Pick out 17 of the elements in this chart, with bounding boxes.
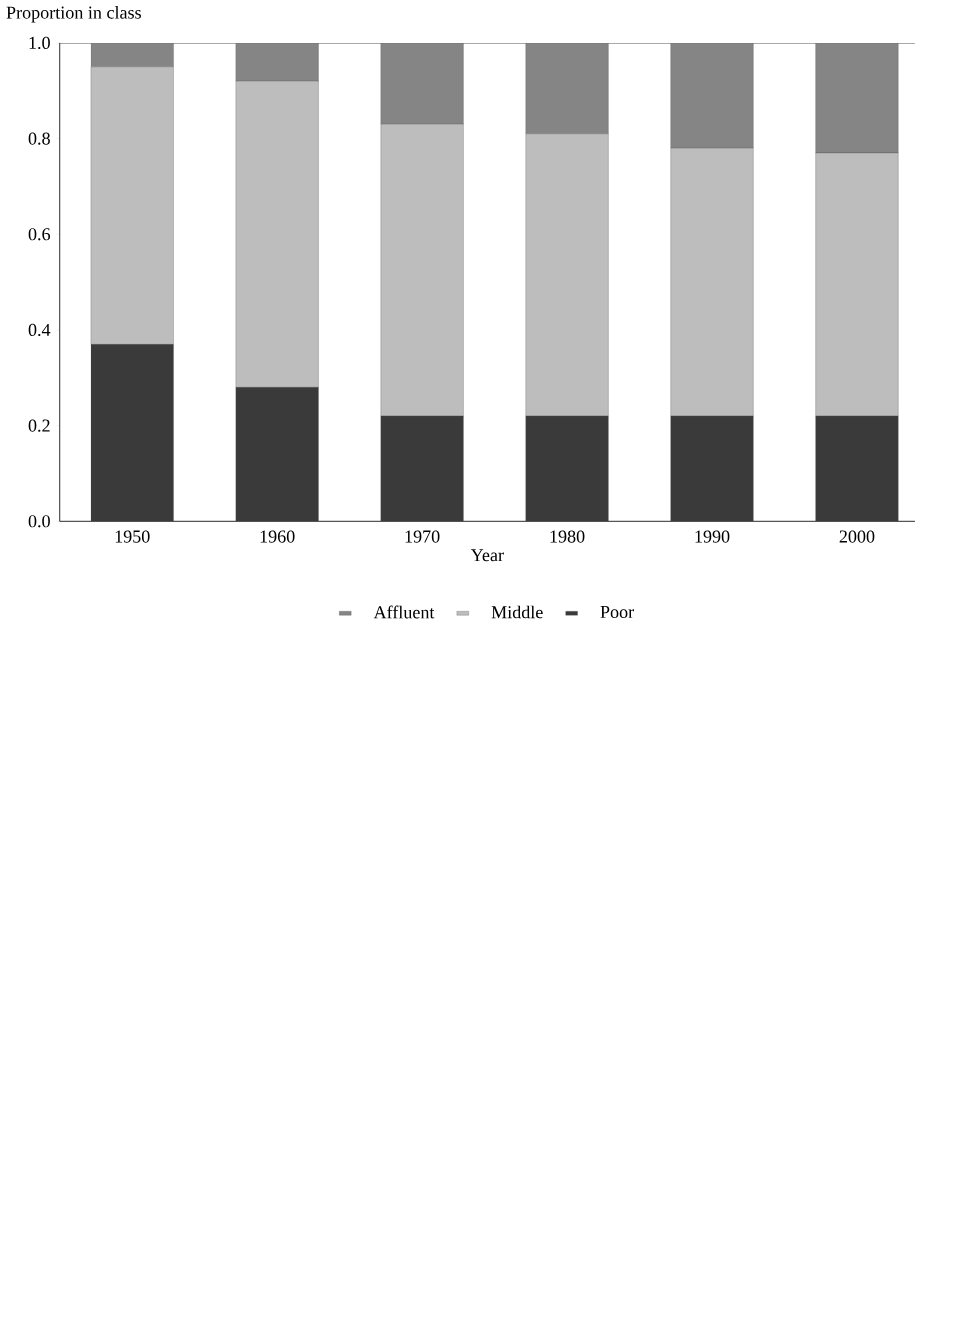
x-tick-label: 1950 <box>115 530 150 543</box>
y-tick-label: 0.0 <box>28 515 50 528</box>
legend-label: Middle <box>491 605 543 619</box>
y-tick-label: 0.8 <box>28 132 50 145</box>
y-tick-label: 0.6 <box>28 228 50 241</box>
x-tick-label: 1960 <box>260 530 295 543</box>
y-tick-label: 1.0 <box>29 36 50 50</box>
y-tick-label: 0.2 <box>28 419 50 432</box>
legend-label: Affluent <box>373 605 435 619</box>
x-tick-label: 1980 <box>550 530 585 543</box>
x-tick-label: 2000 <box>839 530 875 543</box>
x-tick-label: 1970 <box>405 530 440 543</box>
legend-label: Poor <box>600 605 634 619</box>
y-tick-label: 0.4 <box>28 323 51 337</box>
x-axis-title: Year <box>470 549 504 562</box>
x-tick-label: 1990 <box>695 530 730 543</box>
y-axis-title: Proportion in class <box>6 6 141 23</box>
